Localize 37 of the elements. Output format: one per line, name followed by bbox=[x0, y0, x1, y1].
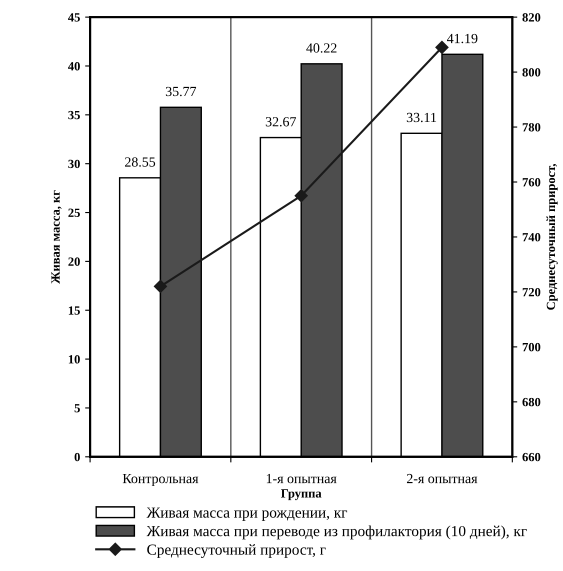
y2-axis-title: Среднесуточный прирост, bbox=[546, 164, 558, 310]
y-tick-label: 10 bbox=[68, 355, 80, 364]
y2-tick-label: 660 bbox=[522, 452, 540, 462]
data-label: 40.22 bbox=[306, 43, 336, 53]
y-tick-label: 5 bbox=[74, 404, 80, 412]
y-tick-label: 45 bbox=[68, 13, 80, 22]
data-label: 35.77 bbox=[166, 86, 196, 96]
data-label: 32.67 bbox=[266, 117, 296, 127]
y2-tick-label: 720 bbox=[522, 288, 540, 296]
y-tick-label: 30 bbox=[68, 160, 80, 168]
x-tick-label: Контрольная bbox=[122, 474, 198, 486]
y-tick-label: 40 bbox=[68, 62, 80, 70]
y2-tick-label: 800 bbox=[522, 68, 540, 77]
point bbox=[294, 189, 308, 202]
y2-tick-label: 700 bbox=[522, 342, 540, 352]
x-tick-label: 1-я опытная bbox=[266, 474, 337, 484]
y-axis-title: Живая масса, кг bbox=[51, 190, 62, 284]
data-label: 41.19 bbox=[447, 34, 478, 44]
x-tick-label: 2-я опытная bbox=[406, 474, 478, 484]
point bbox=[435, 40, 449, 54]
data-label: 28.55 bbox=[125, 157, 156, 167]
y2-tick-label: 820 bbox=[522, 13, 540, 22]
legend-label: Живая масса при рождении, кг bbox=[146, 508, 348, 521]
y2-tick-label: 680 bbox=[522, 398, 540, 406]
y-tick-label: 20 bbox=[68, 257, 80, 266]
y2-tick-label: 780 bbox=[522, 123, 540, 132]
y2-tick-label: 740 bbox=[522, 232, 540, 242]
y-tick-label: 0 bbox=[74, 452, 80, 462]
y2-tick-label: 760 bbox=[522, 178, 540, 186]
point bbox=[154, 280, 168, 294]
x-axis-title: Группа bbox=[281, 489, 322, 500]
legend-label: Живая масса при переводе из профилактория (10 дней), кг bbox=[146, 526, 527, 540]
y-tick-label: 35 bbox=[68, 110, 80, 120]
legend-label: Среднесуточный прирост, г bbox=[147, 544, 326, 558]
y-tick-label: 15 bbox=[68, 306, 80, 315]
y-tick-label: 25 bbox=[68, 208, 80, 217]
data-label: 33.11 bbox=[406, 112, 436, 122]
